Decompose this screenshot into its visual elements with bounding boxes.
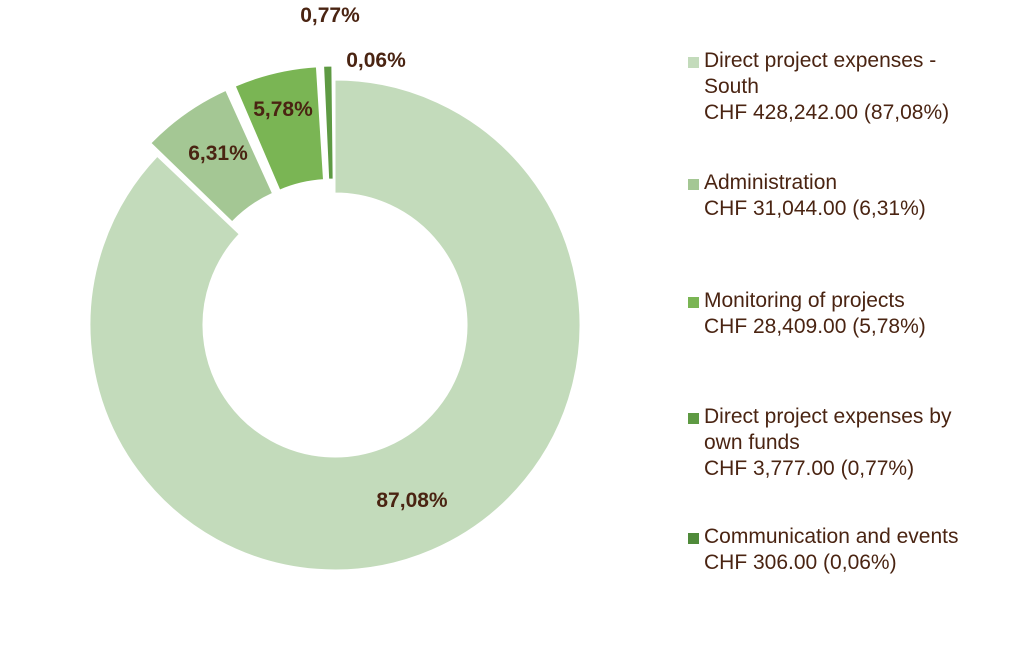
labels-group: 87,08% 6,31%5,78% 0,77% 0,06% [188,4,448,512]
legend-item-monitoring: Monitoring of projects CHF 28,409.00 (5,… [688,288,1018,340]
legend-item-communication: Communication and events CHF 306.00 (0,0… [688,524,1018,576]
legend-swatch [688,297,699,308]
legend-item-direct-south: Direct project expenses - South CHF 428,… [688,48,1018,126]
legend-item-administration: Administration CHF 31,044.00 (6,31%) [688,170,1018,222]
legend-value: CHF 3,777.00 (0,77%) [704,457,915,480]
legend-value: CHF 428,242.00 (87,08%) [704,101,950,124]
slice-own-funds [323,65,334,180]
legend-swatch [688,533,699,544]
label-direct-south: 87,08% [376,489,448,512]
legend-swatch [688,57,699,68]
label-administration: 6,31% [188,142,248,165]
legend-label: Direct project expenses - South [704,49,937,98]
slice-monitoring [234,66,325,191]
legend-swatch [688,179,699,190]
label-own-funds: 0,77% [300,4,360,27]
label-communication: 0,06% [346,49,406,72]
legend-item-own-funds: Direct project expenses by own funds CHF… [688,404,1018,482]
legend-label: Direct project expenses by own funds [704,405,952,454]
donut-chart: 87,08% 6,31% 5,78% 0,77% 0,06% [89,4,581,571]
legend: Direct project expenses - South CHF 428,… [688,48,1018,608]
label-monitoring: 5,78% [253,98,313,121]
legend-value: CHF 306.00 (0,06%) [704,551,897,574]
slice-administration [150,89,274,223]
slice-communication [333,65,336,180]
donut-chart-svg: 87,08% 6,31%5,78% 0,77% 0,06% [89,4,581,571]
legend-label: Communication and events [704,525,959,548]
slice-direct-south [89,79,581,571]
slices-group [89,65,581,571]
legend-swatch [688,413,699,424]
legend-label: Administration [704,171,838,194]
legend-value: CHF 28,409.00 (5,78%) [704,315,926,338]
legend-value: CHF 31,044.00 (6,31%) [704,197,926,220]
legend-label: Monitoring of projects [704,289,905,312]
